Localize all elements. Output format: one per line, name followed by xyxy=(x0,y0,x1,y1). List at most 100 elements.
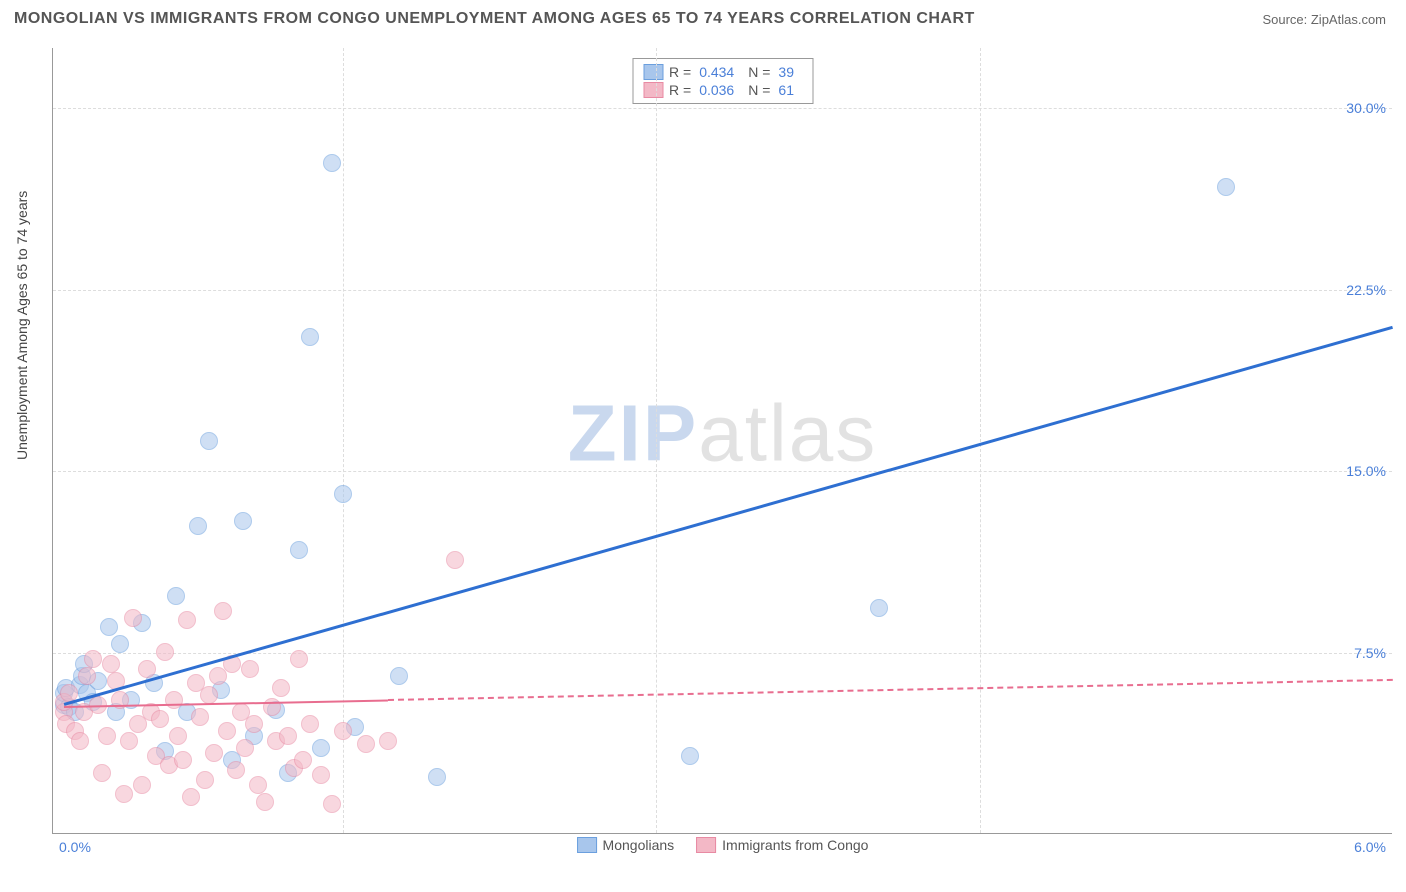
trendline-congo xyxy=(388,679,1393,701)
gridline xyxy=(53,108,1392,109)
data-point-congo xyxy=(138,660,156,678)
data-point-mongolians xyxy=(681,747,699,765)
gridline xyxy=(656,48,657,833)
data-point-mongolians xyxy=(334,485,352,503)
data-point-congo xyxy=(357,735,375,753)
y-tick-label: 30.0% xyxy=(1346,100,1386,116)
legend-swatch-mongolians xyxy=(643,64,663,80)
data-point-congo xyxy=(241,660,259,678)
data-point-congo xyxy=(312,766,330,784)
data-point-congo xyxy=(323,795,341,813)
watermark-atlas: atlas xyxy=(698,388,877,477)
y-axis-label: Unemployment Among Ages 65 to 74 years xyxy=(14,191,30,460)
legend-n-value-congo: 61 xyxy=(778,82,794,98)
data-point-congo xyxy=(196,771,214,789)
data-point-mongolians xyxy=(1217,178,1235,196)
data-point-congo xyxy=(379,732,397,750)
data-point-mongolians xyxy=(290,541,308,559)
legend-swatch-congo xyxy=(643,82,663,98)
data-point-congo xyxy=(182,788,200,806)
data-point-congo xyxy=(178,611,196,629)
data-point-congo xyxy=(191,708,209,726)
data-point-congo xyxy=(124,609,142,627)
data-point-congo xyxy=(169,727,187,745)
chart-source: Source: ZipAtlas.com xyxy=(1262,12,1386,27)
data-point-congo xyxy=(200,686,218,704)
data-point-congo xyxy=(174,751,192,769)
data-point-congo xyxy=(165,691,183,709)
legend-r-label: R = xyxy=(669,64,691,80)
scatter-chart: ZIPatlas R = 0.434 N = 39 R = 0.036 N = … xyxy=(52,48,1392,834)
data-point-congo xyxy=(78,667,96,685)
watermark: ZIPatlas xyxy=(568,387,877,479)
data-point-congo xyxy=(120,732,138,750)
data-point-congo xyxy=(98,727,116,745)
legend-r-value-congo: 0.036 xyxy=(699,82,734,98)
y-tick-label: 7.5% xyxy=(1354,645,1386,661)
trendline-mongolians xyxy=(64,326,1394,706)
data-point-congo xyxy=(294,751,312,769)
chart-header: MONGOLIAN VS IMMIGRANTS FROM CONGO UNEMP… xyxy=(0,0,1406,30)
gridline xyxy=(53,471,1392,472)
legend-row-mongolians: R = 0.434 N = 39 xyxy=(643,63,802,81)
gridline xyxy=(343,48,344,833)
series-label-congo: Immigrants from Congo xyxy=(722,837,868,853)
data-point-mongolians xyxy=(189,517,207,535)
gridline xyxy=(53,290,1392,291)
data-point-congo xyxy=(236,739,254,757)
data-point-congo xyxy=(205,744,223,762)
data-point-mongolians xyxy=(428,768,446,786)
data-point-congo xyxy=(272,679,290,697)
y-tick-label: 15.0% xyxy=(1346,463,1386,479)
series-label-mongolians: Mongolians xyxy=(603,837,675,853)
y-tick-label: 22.5% xyxy=(1346,282,1386,298)
watermark-zip: ZIP xyxy=(568,388,698,477)
data-point-congo xyxy=(334,722,352,740)
data-point-mongolians xyxy=(323,154,341,172)
x-axis-origin-label: 0.0% xyxy=(59,839,91,855)
data-point-mongolians xyxy=(111,635,129,653)
data-point-congo xyxy=(301,715,319,733)
legend-n-value-mongolians: 39 xyxy=(778,64,794,80)
data-point-congo xyxy=(84,650,102,668)
data-point-congo xyxy=(290,650,308,668)
gridline xyxy=(980,48,981,833)
legend-row-congo: R = 0.036 N = 61 xyxy=(643,81,802,99)
data-point-congo xyxy=(133,776,151,794)
data-point-mongolians xyxy=(100,618,118,636)
legend-r-value-mongolians: 0.434 xyxy=(699,64,734,80)
data-point-congo xyxy=(249,776,267,794)
correlation-legend: R = 0.434 N = 39 R = 0.036 N = 61 xyxy=(632,58,813,104)
legend-n-label: N = xyxy=(748,82,770,98)
legend-r-label: R = xyxy=(669,82,691,98)
x-axis-max-label: 6.0% xyxy=(1354,839,1386,855)
data-point-congo xyxy=(93,764,111,782)
data-point-congo xyxy=(214,602,232,620)
series-swatch-mongolians xyxy=(577,837,597,853)
data-point-mongolians xyxy=(870,599,888,617)
gridline xyxy=(53,653,1392,654)
data-point-congo xyxy=(151,710,169,728)
series-legend-mongolians: Mongolians xyxy=(577,837,675,853)
data-point-congo xyxy=(446,551,464,569)
data-point-congo xyxy=(156,643,174,661)
chart-title: MONGOLIAN VS IMMIGRANTS FROM CONGO UNEMP… xyxy=(14,10,975,28)
data-point-congo xyxy=(218,722,236,740)
data-point-mongolians xyxy=(200,432,218,450)
series-legend-congo: Immigrants from Congo xyxy=(696,837,868,853)
data-point-mongolians xyxy=(390,667,408,685)
data-point-congo xyxy=(245,715,263,733)
data-point-congo xyxy=(279,727,297,745)
data-point-congo xyxy=(102,655,120,673)
legend-n-label: N = xyxy=(748,64,770,80)
data-point-mongolians xyxy=(234,512,252,530)
data-point-congo xyxy=(227,761,245,779)
data-point-mongolians xyxy=(312,739,330,757)
data-point-congo xyxy=(71,732,89,750)
series-swatch-congo xyxy=(696,837,716,853)
data-point-congo xyxy=(115,785,133,803)
data-point-congo xyxy=(256,793,274,811)
series-legend: Mongolians Immigrants from Congo xyxy=(577,837,869,853)
data-point-mongolians xyxy=(301,328,319,346)
data-point-mongolians xyxy=(167,587,185,605)
